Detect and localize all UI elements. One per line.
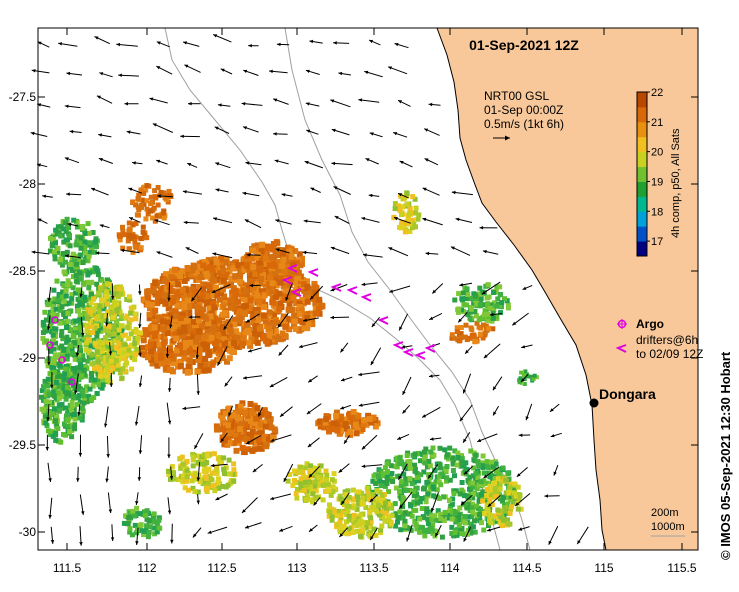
isobath-label-200m: 200m [651,507,679,519]
argo-float-icon [58,356,66,364]
drifter-legend-icon [615,344,627,353]
drifter-label-1: drifters@6h [636,333,698,347]
colorbar-segment [637,241,647,257]
colorbar: 22 21 20 19 18 17 [636,87,663,257]
colorbar-segment [637,106,647,123]
drifter-track [290,288,302,297]
colorbar-tick-label: 20 [651,147,663,159]
dongara-marker-icon [589,398,599,408]
drifter-track [392,341,404,350]
drifter-track [330,283,342,292]
drifter-track [402,348,414,357]
drifter-track [346,286,358,295]
drifter-track [377,316,389,325]
colorbar-segment [637,136,647,153]
x-tick-label: 113.5 [359,561,388,575]
coastline [436,27,607,551]
drifter-track [414,351,426,360]
map-title: 01-Sep-2021 12Z [469,37,579,53]
colorbar-tick-label: 18 [651,206,663,218]
map-frame [37,27,699,551]
axis-ticks: 111.5 112 112.5 113 113.5 114 114.5 115 115.5 -27… [9,28,698,575]
colorbar-segment [637,166,647,182]
drifter-track [281,276,293,285]
colorbar-segment [637,92,647,108]
drifter-track [286,264,298,273]
argo-label: Argo [636,317,664,331]
x-tick-label: 114.5 [512,561,541,575]
colorbar-segment [637,196,647,212]
argo-legend-icon [617,319,627,329]
isobath-label-1000m: 1000m [651,521,685,533]
x-tick-label: 114 [440,561,459,575]
argo-float-icon [68,378,76,386]
y-tick-label: -28.5 [9,264,37,278]
colorbar-segment [637,226,647,242]
drifter-label-2: to 02/09 12Z [636,347,703,361]
y-tick-label: -30 [19,525,37,539]
isobath-1000m [164,27,501,551]
colorbar-segment [637,121,647,138]
land-mass [437,28,698,550]
scale-arrow-icon [493,135,510,141]
drifter-track [424,344,436,353]
drifter-track [360,293,372,302]
drifter-track [307,268,319,277]
x-tick-label: 115 [594,561,613,575]
product-line-2: 01-Sep 00:00Z [484,103,563,117]
current-arrows [30,34,589,546]
x-tick-label: 111.5 [53,561,82,575]
colorbar-tick-label: 22 [651,87,663,99]
argo-float-icon [51,316,59,324]
x-tick-label: 113 [287,561,306,575]
credit-text: © IMOS 05-Sep-2021 12:30 Hobart [718,351,733,560]
colorbar-segment [637,211,647,227]
colorbar-tick-label: 21 [651,117,663,129]
colorbar-frame [636,91,648,257]
colorbar-tick-label: 17 [651,236,663,248]
colorbar-tick-label: 19 [651,176,663,188]
x-tick-label: 112 [137,561,156,575]
product-line-3: 0.5m/s (1kt 6h) [484,117,564,131]
colorbar-segment [637,151,647,168]
x-tick-label: 112.5 [207,561,236,575]
y-tick-label: -28 [19,177,37,191]
x-tick-label: 115.5 [667,561,696,575]
colorbar-segment [637,181,647,197]
place-label-dongara: Dongara [599,386,656,402]
y-tick-label: -27.5 [9,90,37,104]
y-tick-label: -29.5 [9,438,37,452]
product-line-1: NRT00 GSL [484,89,549,103]
drifter-tracks [46,264,436,386]
y-tick-label: -29 [19,351,37,365]
argo-float-icon [46,341,54,349]
colorbar-label: 4h comp, p50, All Sats [670,128,682,238]
